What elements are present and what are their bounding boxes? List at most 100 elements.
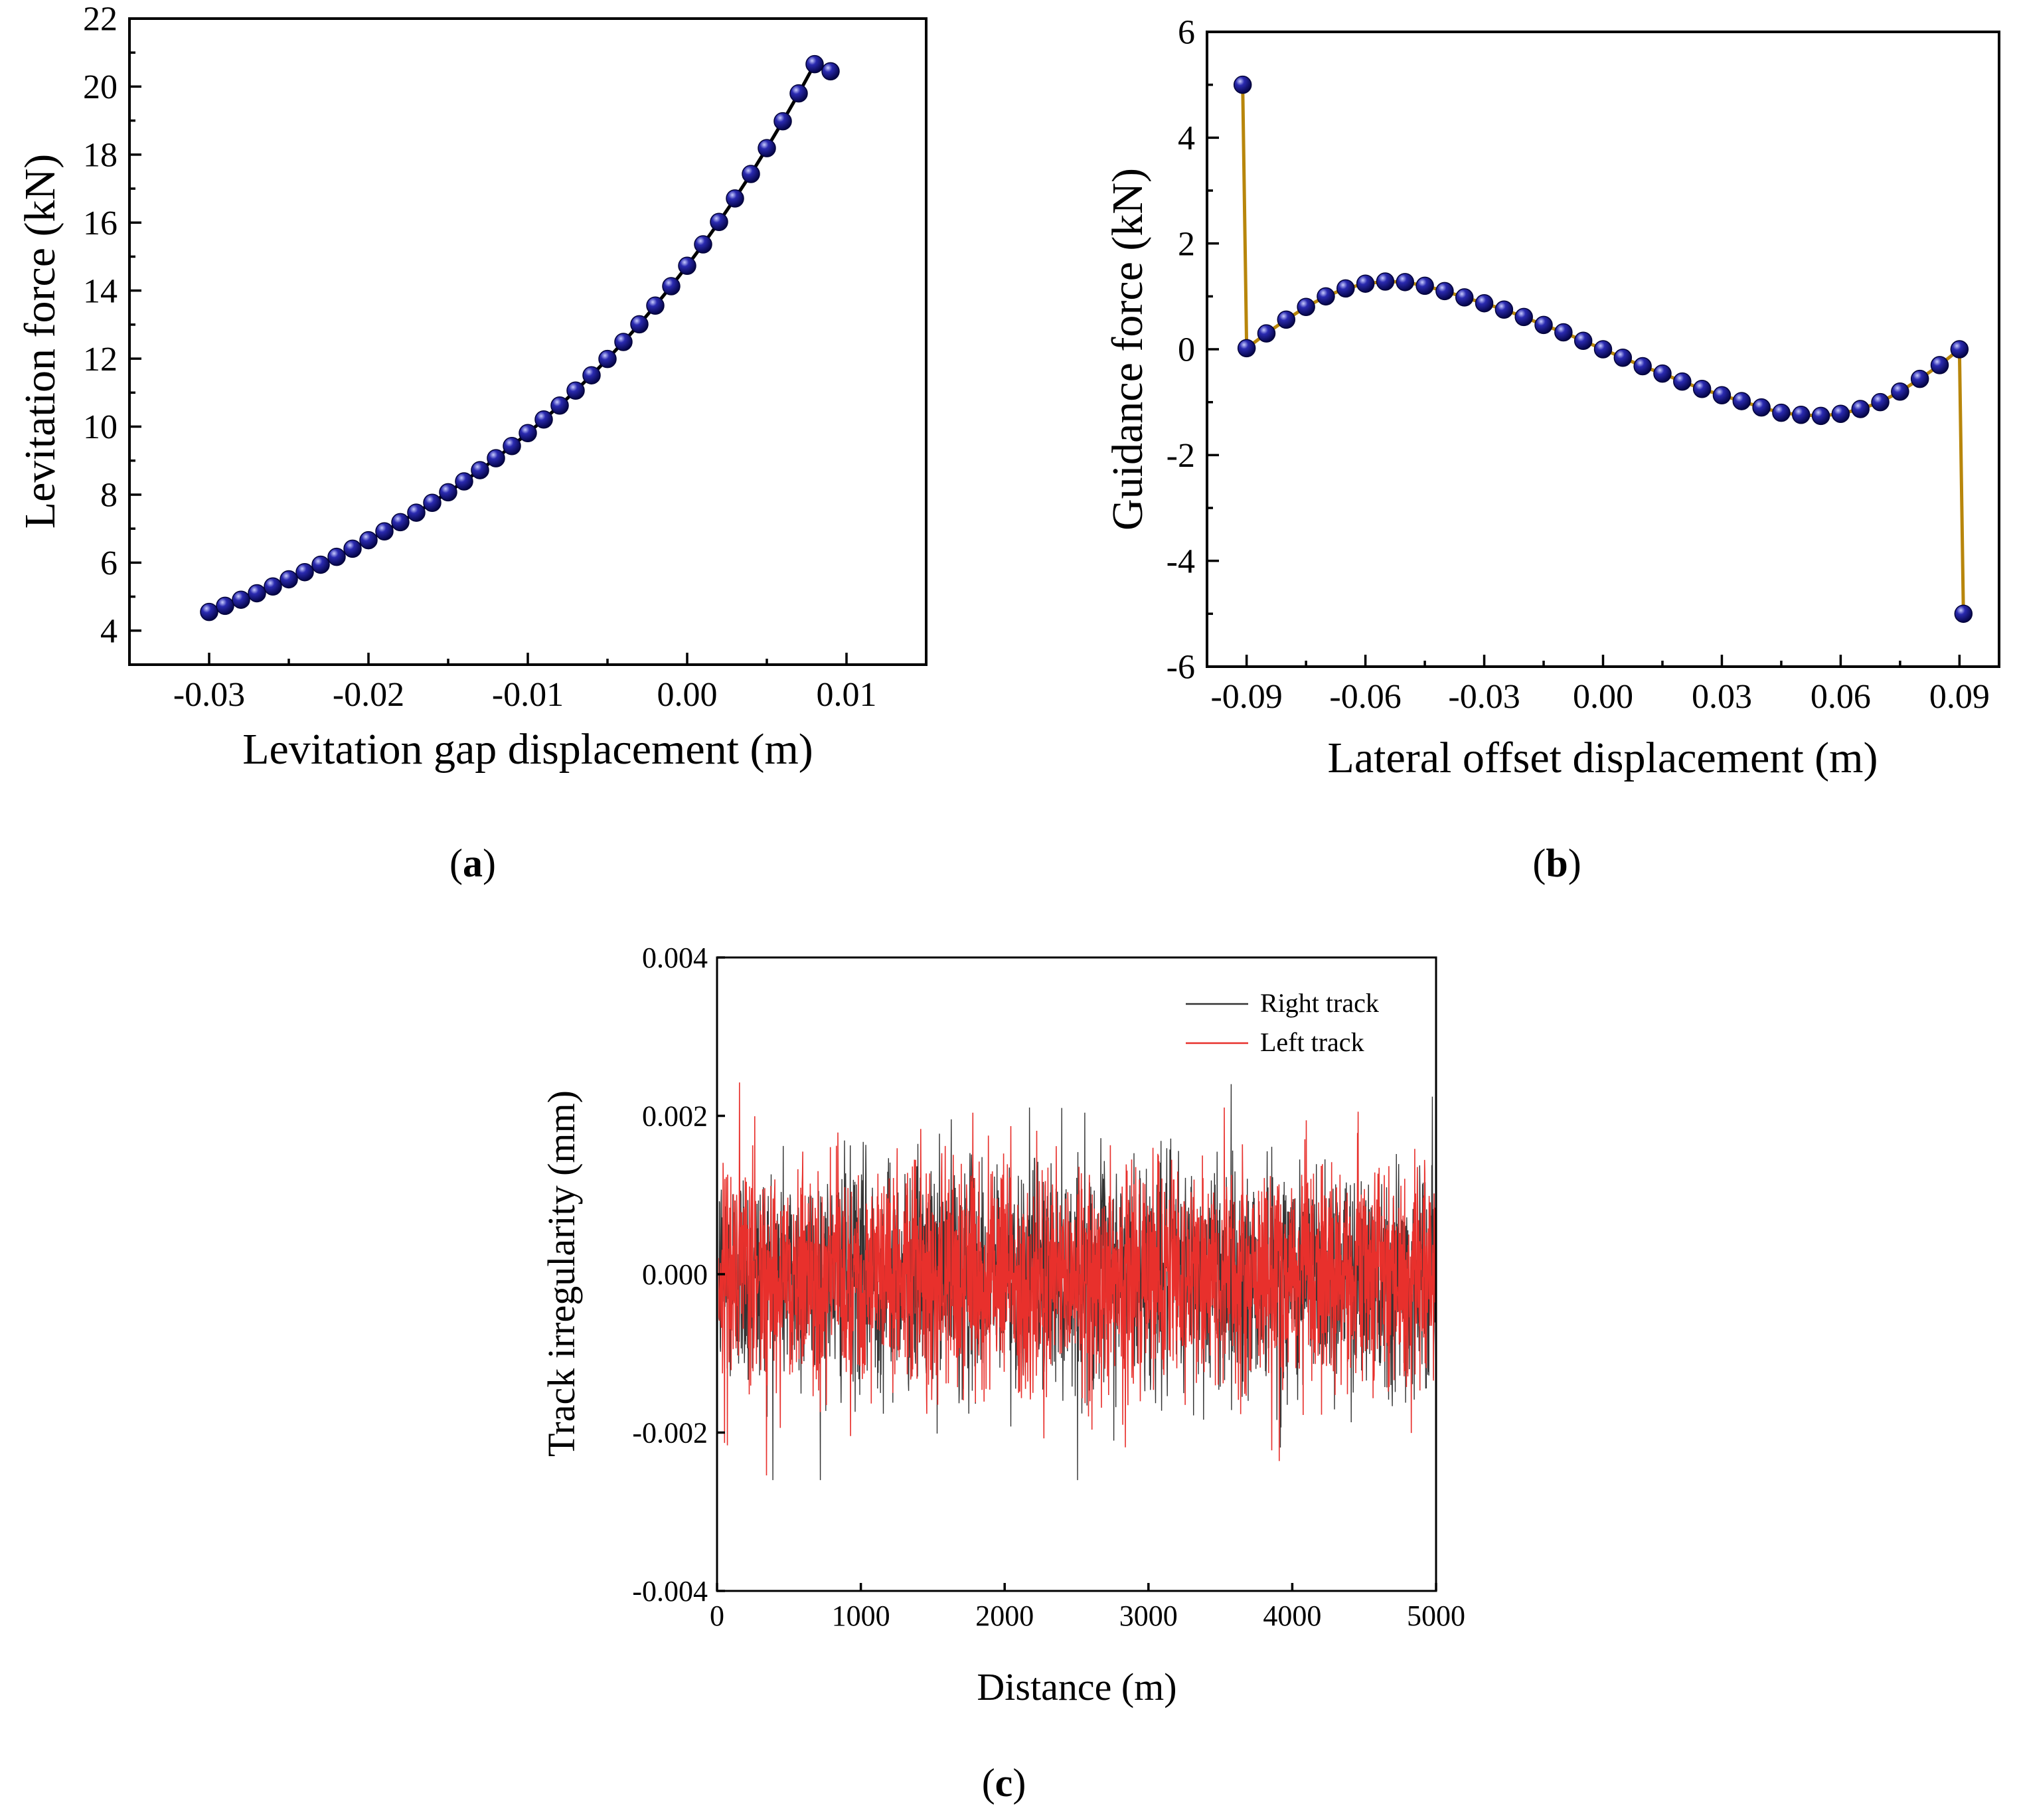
a-data-point xyxy=(630,315,649,334)
b-data-point xyxy=(1317,287,1335,306)
b-data-point xyxy=(1811,406,1830,426)
b-x-tick-label: -0.09 xyxy=(1210,678,1282,716)
b-data-point xyxy=(1534,315,1553,335)
b-x-tick-label: -0.03 xyxy=(1448,678,1520,716)
chart-levitation-force: -0.03 -0.02 -0.01 0.00 0.01 4 6 8 10 12 14 16 18 20 22… xyxy=(16,1,928,885)
a-x-tick-label: -0.03 xyxy=(173,676,245,714)
a-y-tick-label: 18 xyxy=(83,137,118,175)
a-y-tick-label: 16 xyxy=(83,205,118,242)
a-data-point xyxy=(503,436,521,455)
a-data-point xyxy=(519,424,537,443)
a-y-tick-label: 12 xyxy=(83,341,118,378)
a-data-point xyxy=(439,483,457,502)
b-data-point xyxy=(1435,282,1454,301)
a-xlabel: Levitation gap displacement (m) xyxy=(242,725,813,774)
c-y-tick-label: 0.004 xyxy=(642,942,708,974)
b-x-tick-label: 0.09 xyxy=(1929,678,1990,716)
a-data-point xyxy=(375,522,394,541)
a-y-tick-label: 22 xyxy=(83,1,118,39)
b-data-point xyxy=(1891,382,1909,401)
b-x-tick-label: -0.06 xyxy=(1329,678,1401,716)
a-data-point xyxy=(248,584,266,603)
a-data-point xyxy=(534,410,553,429)
a-data-point xyxy=(678,256,696,276)
b-data-point xyxy=(1356,274,1375,293)
a-data-point xyxy=(582,366,601,384)
a-plot-frame xyxy=(128,17,928,666)
b-data-point xyxy=(1910,369,1929,388)
b-data-point xyxy=(1297,297,1315,317)
c-series-left-track xyxy=(718,1082,1435,1476)
a-data-point xyxy=(758,139,776,157)
a-data-point xyxy=(343,539,362,558)
c-x-tick-label: 3000 xyxy=(1119,1600,1178,1632)
b-ylabel: Guidance force (kN) xyxy=(1103,168,1152,531)
b-y-tick-label: 4 xyxy=(1178,120,1195,157)
c-ticks-layer: 0 1000 2000 3000 4000 5000 -0.004 -0.002 0.000 0.… xyxy=(632,942,1465,1632)
b-data-point xyxy=(1554,323,1573,342)
b-data-point xyxy=(1455,288,1474,307)
c-series-layer xyxy=(718,1082,1435,1481)
a-data-point xyxy=(295,562,314,582)
b-data-point xyxy=(1415,276,1434,295)
b-y-tick-label: -2 xyxy=(1167,437,1195,475)
a-y-tick-label: 20 xyxy=(83,68,118,106)
a-panel-letter: a xyxy=(463,841,483,885)
a-data-point xyxy=(773,112,792,131)
a-x-tick-label: -0.02 xyxy=(333,676,404,714)
b-y-tick-label: 0 xyxy=(1178,331,1195,369)
b-panel-label: (b) xyxy=(1532,841,1581,885)
chart-track-irregularity: 0 1000 2000 3000 4000 5000 -0.004 -0.002 0.000 0.… xyxy=(540,942,1465,1805)
b-x-tick-label: 0.00 xyxy=(1573,678,1633,716)
b-data-point xyxy=(1792,406,1811,424)
b-data-point xyxy=(1233,75,1252,94)
c-y-tick-label: 0.000 xyxy=(642,1258,708,1291)
a-y-tick-label: 14 xyxy=(83,272,118,310)
a-y-tick-label: 8 xyxy=(100,477,118,515)
b-data-point xyxy=(1613,348,1633,367)
a-y-tick-label: 4 xyxy=(100,612,118,650)
c-x-tick-label: 2000 xyxy=(975,1600,1034,1632)
legend-right-track-label: Right track xyxy=(1260,988,1379,1018)
a-series-line xyxy=(208,62,832,614)
b-data-point xyxy=(1954,604,1973,623)
a-data-point xyxy=(742,165,760,183)
a-data-point xyxy=(550,396,569,415)
b-data-point xyxy=(1237,339,1256,358)
legend-left-track-label: Left track xyxy=(1260,1027,1364,1057)
b-data-point xyxy=(1494,300,1514,319)
a-data-point xyxy=(566,381,585,400)
b-data-point xyxy=(1950,340,1969,359)
b-data-point xyxy=(1712,386,1732,405)
b-y-tick-label: 2 xyxy=(1178,225,1195,263)
c-x-tick-label: 1000 xyxy=(832,1600,890,1632)
a-data-point xyxy=(646,296,665,315)
b-data-point xyxy=(1396,273,1414,291)
b-data-point xyxy=(1871,392,1890,412)
c-y-tick-label: 0.002 xyxy=(642,1100,708,1132)
b-x-tick-label: 0.03 xyxy=(1692,678,1752,716)
a-data-point xyxy=(200,602,218,621)
b-data-point xyxy=(1692,380,1712,398)
b-series-layer xyxy=(1233,75,1973,623)
b-data-point xyxy=(1593,340,1613,359)
a-data-point xyxy=(614,333,633,351)
b-plot-frame xyxy=(1206,31,2000,668)
a-data-point xyxy=(726,189,744,208)
b-xlabel: Lateral offset displacement (m) xyxy=(1328,734,1878,782)
b-x-tick-label: 0.06 xyxy=(1811,678,1871,716)
a-data-point xyxy=(662,277,681,295)
b-panel-letter: b xyxy=(1546,841,1568,885)
a-data-point xyxy=(487,449,505,467)
a-data-point xyxy=(280,570,298,589)
a-data-point xyxy=(789,84,808,103)
b-data-point xyxy=(1831,404,1850,423)
c-panel-letter: c xyxy=(995,1761,1013,1805)
b-data-point xyxy=(1475,293,1494,313)
a-data-point xyxy=(232,590,250,609)
a-data-point xyxy=(327,547,346,566)
b-data-point xyxy=(1673,372,1692,391)
a-y-tick-label: 6 xyxy=(100,544,118,582)
a-x-tick-label: 0.00 xyxy=(657,676,718,714)
c-xlabel: Distance (m) xyxy=(977,1665,1176,1708)
